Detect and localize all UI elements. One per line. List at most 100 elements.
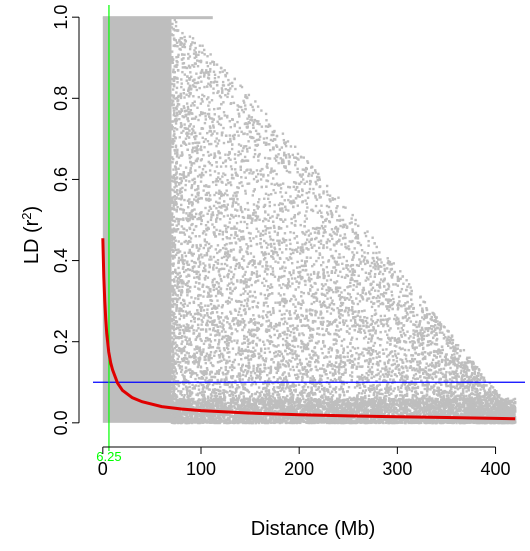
- scatter-point: [326, 193, 329, 197]
- scatter-point: [360, 392, 364, 395]
- scatter-point: [298, 281, 301, 284]
- scatter-point: [292, 185, 296, 189]
- scatter-point: [415, 346, 418, 349]
- scatter-point: [272, 376, 276, 379]
- scatter-point: [362, 321, 365, 324]
- scatter-point: [302, 333, 305, 337]
- scatter-point: [387, 329, 391, 332]
- scatter-point: [303, 385, 306, 388]
- scatter-point: [409, 365, 412, 368]
- scatter-point: [330, 255, 333, 258]
- scatter-point: [201, 232, 205, 235]
- scatter-point: [366, 321, 369, 325]
- scatter-point: [219, 316, 223, 319]
- scatter-point: [281, 343, 285, 347]
- scatter-point: [352, 253, 356, 257]
- scatter-point: [359, 331, 362, 334]
- scatter-point: [187, 172, 190, 175]
- scatter-point: [229, 420, 232, 423]
- scatter-point: [305, 180, 309, 183]
- scatter-point: [274, 367, 278, 370]
- scatter-point: [188, 66, 191, 69]
- scatter-point: [250, 334, 254, 338]
- scatter-point: [316, 179, 319, 182]
- scatter-point: [362, 286, 365, 290]
- scatter-point: [239, 205, 242, 209]
- scatter-point: [425, 306, 428, 310]
- scatter-point: [369, 323, 372, 327]
- scatter-point: [331, 198, 334, 201]
- scatter-point: [262, 137, 266, 140]
- scatter-point: [370, 315, 374, 318]
- scatter-point: [356, 241, 359, 244]
- scatter-point: [392, 389, 395, 393]
- scatter-point: [385, 288, 388, 292]
- scatter-point: [186, 268, 190, 271]
- scatter-point: [255, 169, 259, 172]
- scatter-point: [284, 387, 287, 390]
- scatter-point: [207, 71, 210, 74]
- scatter-point: [195, 199, 198, 203]
- scatter-point: [266, 288, 269, 292]
- scatter-point: [306, 347, 310, 351]
- scatter-point: [206, 308, 209, 311]
- scatter-point: [412, 314, 416, 318]
- scatter-point: [266, 125, 270, 128]
- scatter-point: [337, 256, 340, 259]
- scatter-point: [187, 174, 190, 177]
- scatter-point: [324, 395, 327, 398]
- scatter-point: [265, 392, 269, 396]
- scatter-point: [253, 259, 256, 263]
- scatter-point: [460, 385, 463, 388]
- scatter-point: [207, 191, 210, 195]
- scatter-point: [280, 241, 284, 244]
- scatter-point: [193, 100, 196, 103]
- scatter-point: [281, 182, 285, 185]
- scatter-point: [300, 277, 303, 281]
- scatter-point: [261, 265, 264, 268]
- scatter-point: [284, 191, 288, 194]
- scatter-point: [176, 81, 179, 84]
- scatter-point: [406, 313, 409, 316]
- scatter-point: [172, 314, 175, 317]
- scatter-point: [205, 69, 208, 72]
- scatter-point: [333, 364, 336, 367]
- scatter-point: [255, 144, 259, 147]
- scatter-point: [215, 401, 218, 404]
- scatter-point: [321, 351, 324, 355]
- scatter-point: [171, 77, 174, 81]
- scatter-point: [200, 319, 203, 322]
- scatter-point: [275, 354, 278, 358]
- scatter-point: [472, 376, 476, 379]
- scatter-point: [354, 310, 357, 313]
- scatter-point: [314, 196, 317, 199]
- scatter-point: [240, 349, 244, 353]
- scatter-point: [173, 297, 177, 300]
- scatter-point: [246, 117, 249, 120]
- scatter-point: [293, 338, 296, 342]
- scatter-point: [380, 322, 383, 325]
- scatter-point: [259, 323, 263, 327]
- scatter-point: [244, 368, 247, 372]
- scatter-point: [338, 379, 342, 382]
- scatter-point: [178, 117, 181, 121]
- scatter-point: [330, 323, 333, 326]
- scatter-point: [193, 104, 196, 107]
- scatter-point: [317, 230, 320, 233]
- scatter-point: [231, 289, 234, 293]
- scatter-point: [177, 193, 180, 196]
- scatter-point: [220, 359, 223, 363]
- scatter-point: [457, 375, 460, 378]
- scatter-point: [348, 293, 352, 296]
- scatter-point: [275, 216, 279, 220]
- scatter-point: [223, 192, 227, 195]
- scatter-point: [345, 264, 348, 267]
- scatter-point: [218, 349, 222, 352]
- scatter-point: [383, 361, 386, 365]
- scatter-point: [217, 304, 220, 307]
- scatter-point: [280, 313, 284, 316]
- scatter-point: [223, 252, 227, 256]
- scatter-point: [176, 286, 179, 290]
- scatter-point: [228, 301, 232, 304]
- scatter-point: [354, 222, 357, 226]
